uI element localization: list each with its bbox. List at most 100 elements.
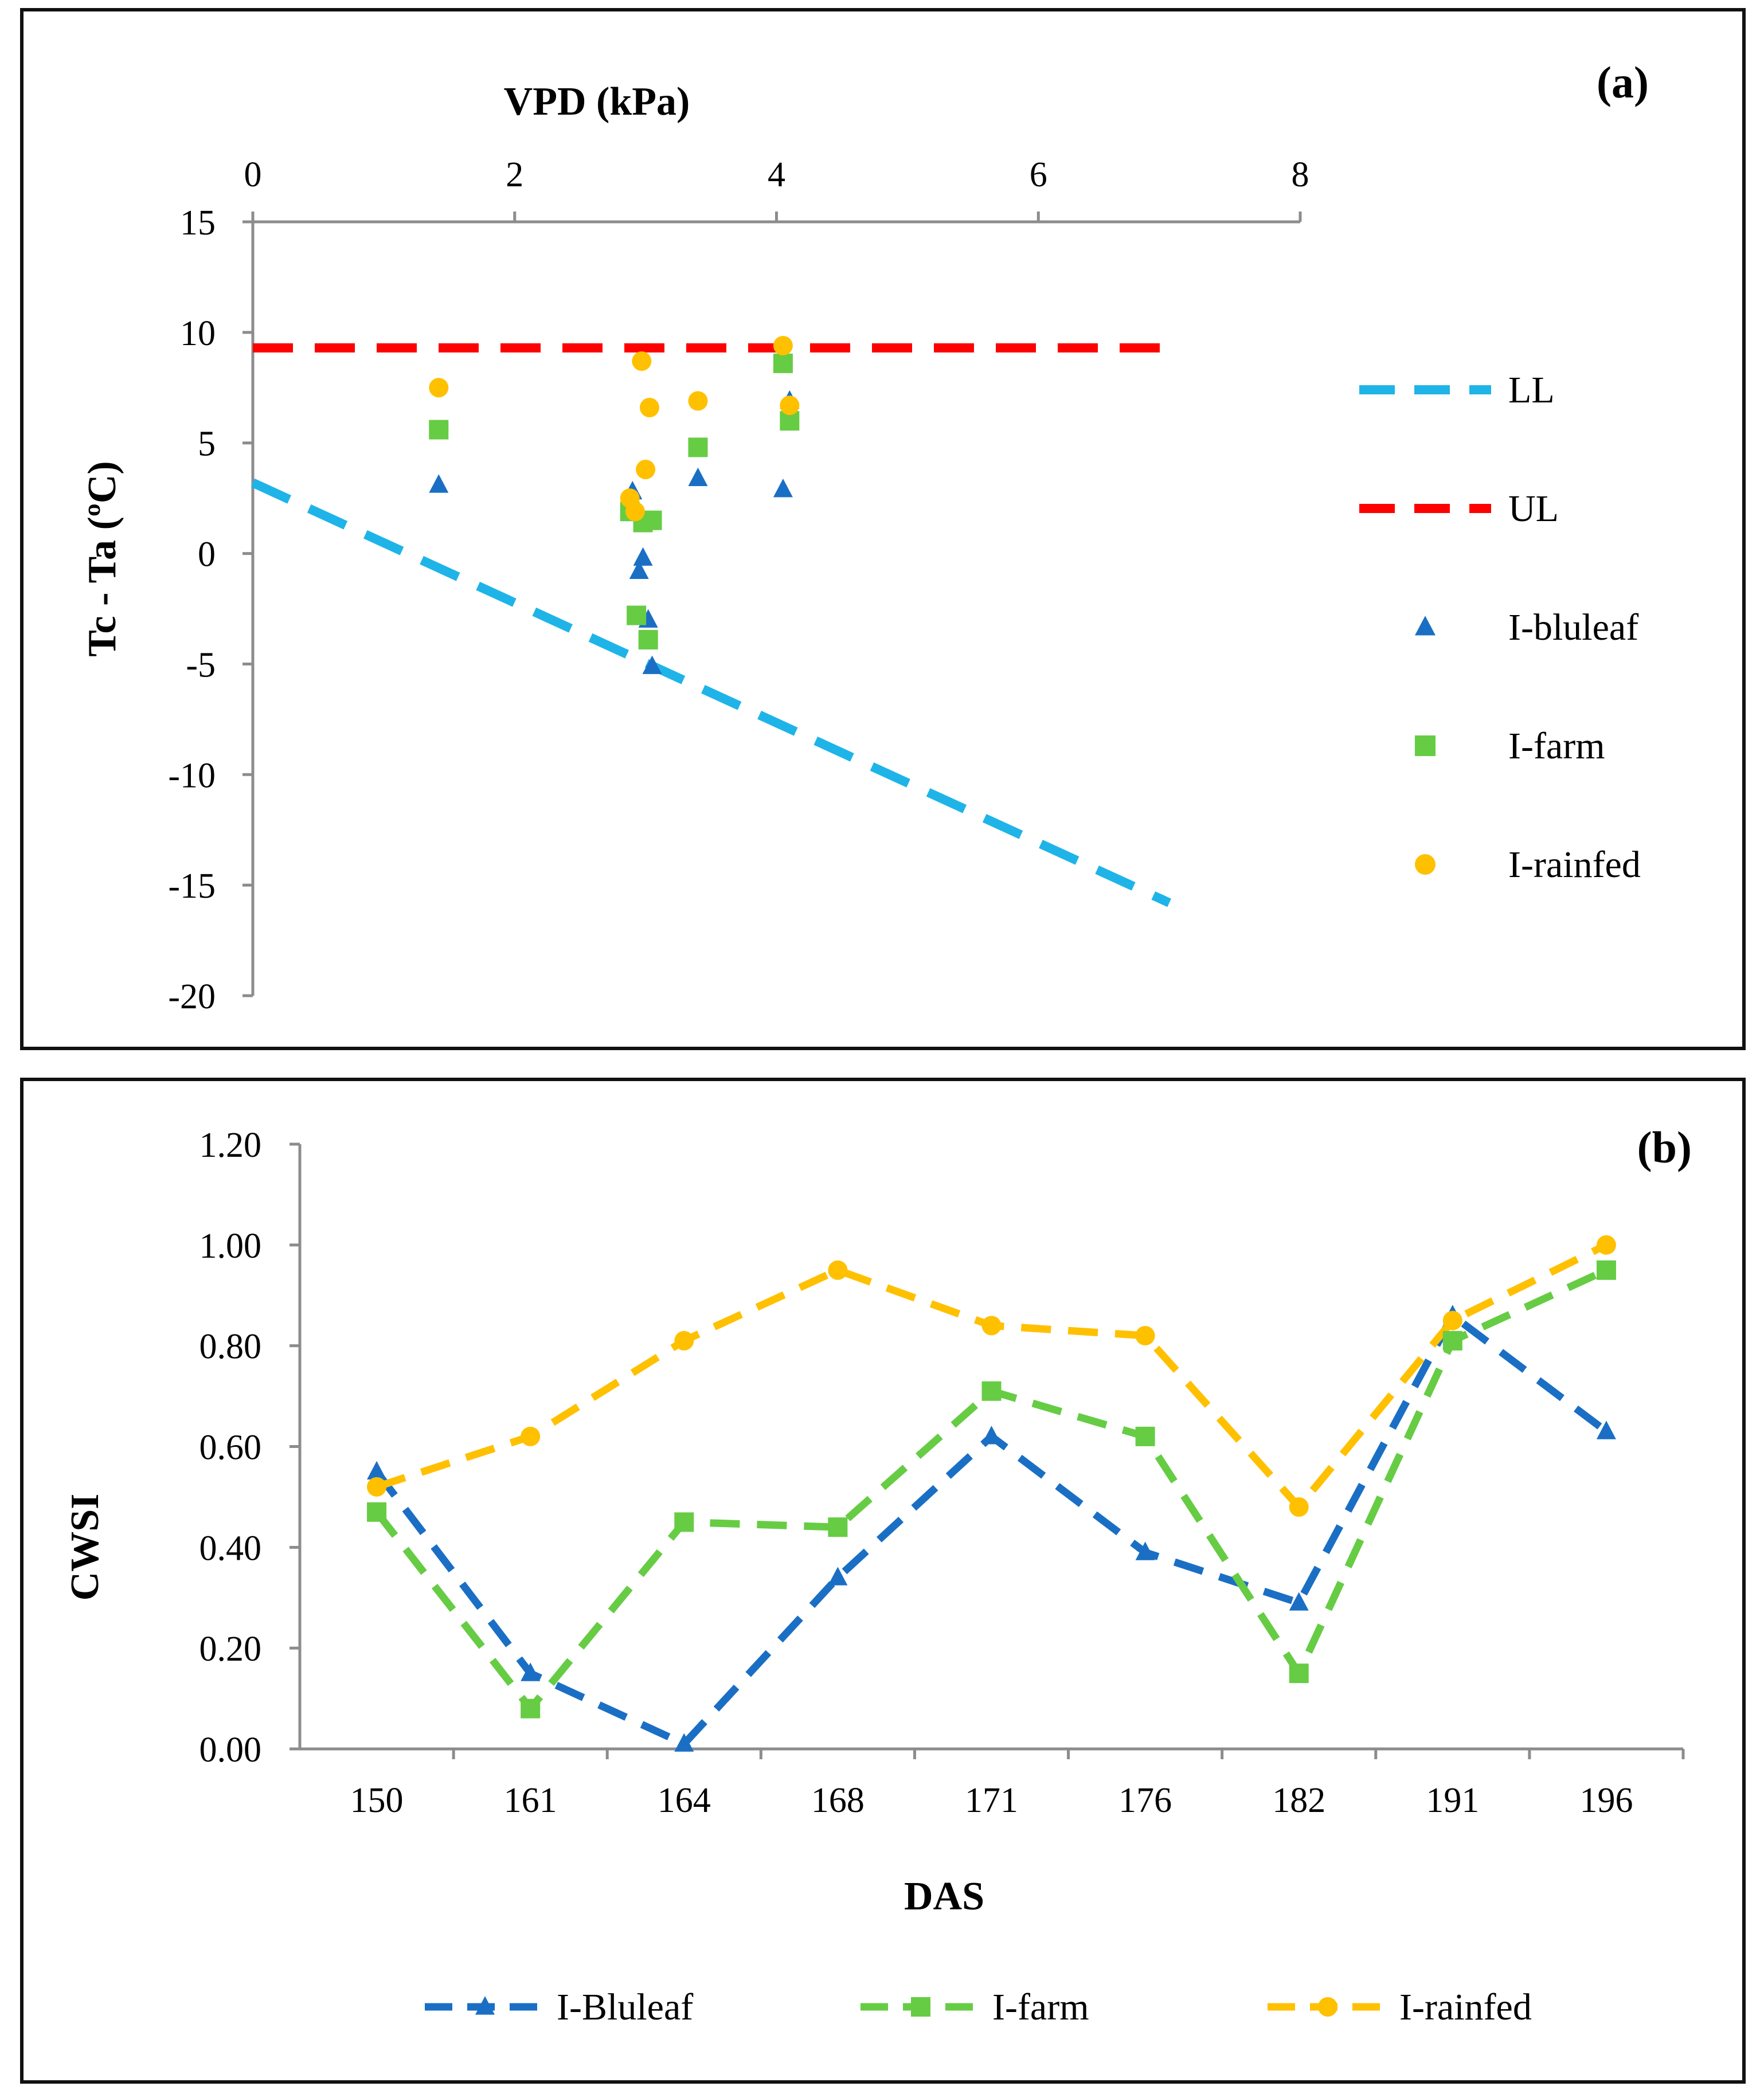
point-i-farm [828, 1517, 848, 1537]
x-tick-label: 6 [1030, 155, 1047, 194]
x-tick-label: 171 [965, 1781, 1018, 1820]
x-tick-label: 8 [1292, 155, 1309, 194]
legend-item-ul: UL [1359, 488, 1559, 530]
legend-marker [911, 1997, 930, 2017]
x-tick-label: 182 [1272, 1781, 1325, 1820]
series-line-ll [251, 478, 1171, 907]
y-tick-label: 15 [180, 203, 216, 242]
y-tick-label: -10 [168, 756, 216, 795]
point-i-rainfed [828, 1260, 848, 1280]
point-i-farm [627, 605, 647, 625]
point-i-rainfed [429, 378, 449, 398]
line-chart-svg: (b) CWSI DAS 0.00 0.20 0.40 0.60 0.80 1.00 1.2… [63, 1122, 1692, 2028]
point-i-rainfed [773, 336, 793, 355]
x-tick-label: 164 [658, 1781, 711, 1820]
x-tick-label: 0 [244, 155, 262, 194]
legend-label: I-farm [992, 1986, 1089, 2028]
x-tick-label: 150 [350, 1781, 404, 1820]
x-tick-label: 176 [1118, 1781, 1172, 1820]
y-tick-label: -15 [168, 867, 216, 906]
x-tick-label: 168 [811, 1781, 865, 1820]
point-i-bluleaf [981, 1426, 1002, 1445]
legend-label: I-rainfed [1399, 1986, 1532, 2028]
point-i-bluleaf [688, 467, 708, 487]
point-i-farm [674, 1512, 694, 1532]
panel-label-b: (b) [1637, 1122, 1692, 1172]
point-i-bluleaf [1135, 1541, 1155, 1560]
point-i-farm [773, 353, 793, 373]
legend-item-i-farm: I-farm [861, 1986, 1089, 2028]
point-i-rainfed [636, 460, 656, 479]
y-tick-label: 1.20 [200, 1126, 262, 1165]
point-i-rainfed [1135, 1326, 1155, 1346]
legend-marker [1415, 616, 1436, 636]
point-i-bluleaf [367, 1461, 387, 1480]
point-i-farm [638, 630, 658, 649]
legend-marker [1415, 854, 1436, 875]
x-axis-title: VPD (kPa) [504, 80, 690, 124]
point-i-rainfed [1596, 1235, 1616, 1255]
point-i-farm [1442, 1330, 1462, 1351]
x-tick-label: 2 [506, 155, 523, 194]
point-i-rainfed [688, 391, 708, 411]
legend-item-i-bluleaf: I-Bluleaf [425, 1986, 693, 2028]
y-tick-label: 0 [198, 535, 216, 574]
legend-item-ll: LL [1359, 369, 1555, 411]
point-i-bluleaf [633, 547, 653, 566]
point-i-rainfed [521, 1426, 541, 1446]
x-tick-label: 4 [768, 155, 785, 194]
point-i-rainfed [632, 351, 652, 371]
y-tick-label: 1.00 [200, 1227, 262, 1266]
y-tick-label: -20 [168, 977, 216, 1016]
series-line-i-bluleaf [373, 1312, 1609, 1748]
point-i-rainfed [625, 502, 645, 522]
point-i-bluleaf [521, 1662, 541, 1681]
x-tick-label: 191 [1426, 1781, 1479, 1820]
scatter-chart-svg: (a) VPD (kPa) Tc - Ta (ºC) 0 2 4 6 8 15 10 5 0 -5… [80, 57, 1649, 1016]
series-line-i-farm [373, 1266, 1608, 1713]
point-i-farm [1135, 1426, 1155, 1446]
y-tick-label: 0.20 [200, 1630, 262, 1669]
point-i-farm [642, 510, 662, 530]
point-i-bluleaf [1289, 1592, 1309, 1611]
point-i-bluleaf [773, 479, 793, 498]
point-i-rainfed [674, 1330, 694, 1351]
point-i-farm [688, 437, 708, 457]
panel-label-a: (a) [1597, 57, 1649, 107]
y-tick-label: 5 [198, 425, 216, 464]
x-tick-label: 196 [1579, 1781, 1633, 1820]
point-i-rainfed [367, 1477, 387, 1497]
y-axis-title: Tc - Ta (ºC) [80, 461, 124, 656]
legend-label: LL [1508, 369, 1555, 411]
y-tick-label: 0.40 [200, 1529, 262, 1568]
point-i-rainfed [780, 396, 800, 416]
x-axis-title: DAS [904, 1874, 984, 1919]
legend-marker [1415, 735, 1436, 756]
legend-marker [1318, 1997, 1337, 2017]
point-i-farm [521, 1698, 541, 1719]
point-i-farm [1289, 1664, 1309, 1684]
x-tick-label: 161 [504, 1781, 557, 1820]
legend-marker [475, 1996, 495, 2015]
y-tick-label: 10 [180, 314, 216, 353]
legend-label: I-farm [1508, 725, 1605, 767]
point-i-farm [981, 1381, 1002, 1401]
point-i-farm [1596, 1260, 1616, 1280]
point-i-rainfed [639, 398, 659, 417]
legend-label: I-rainfed [1508, 844, 1641, 886]
point-i-farm [367, 1502, 387, 1522]
point-i-farm [429, 420, 449, 440]
legend-label: I-Bluleaf [557, 1986, 693, 2028]
y-tick-label: 0.80 [200, 1328, 262, 1367]
legend-item-i-bluleaf: I-bluleaf [1415, 606, 1638, 648]
point-i-bluleaf [828, 1567, 848, 1586]
point-i-bluleaf [1596, 1420, 1616, 1439]
legend-item-i-farm: I-farm [1415, 725, 1605, 767]
point-i-bluleaf [629, 560, 649, 580]
point-i-rainfed [1442, 1310, 1462, 1330]
y-tick-label: 0.60 [200, 1428, 262, 1467]
y-tick-label: -5 [186, 645, 216, 684]
legend-item-i-rainfed: I-rainfed [1268, 1986, 1532, 2028]
y-tick-label: 0.00 [200, 1731, 262, 1770]
y-axis-title: CWSI [63, 1494, 107, 1601]
